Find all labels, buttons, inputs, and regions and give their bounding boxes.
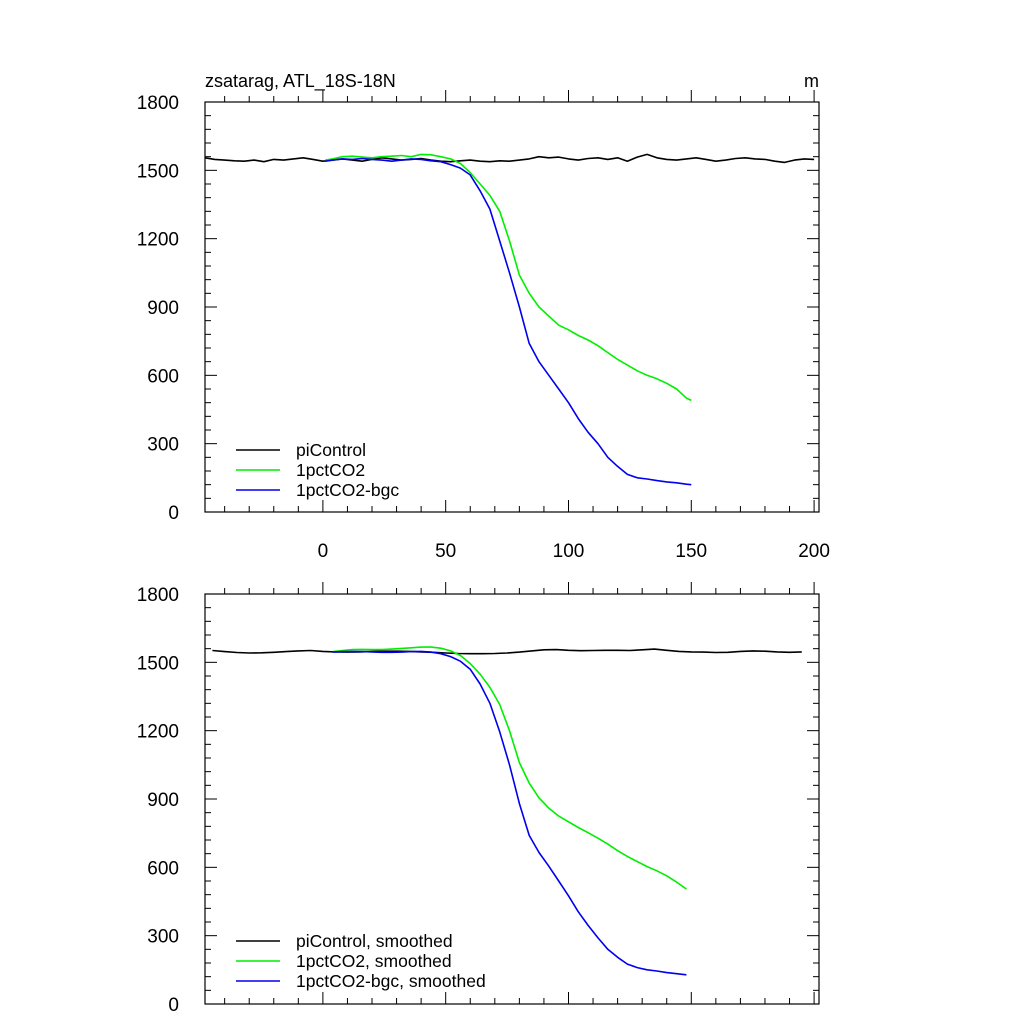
axis-ticks: 0 300 600 900 1200 1500 1800 0 50 100 150 200 (137, 90, 830, 562)
x-tick-label: 50 (435, 541, 456, 562)
series-line-2 (325, 157, 692, 486)
legend-label: 1pctCO2-bgc (296, 480, 399, 500)
legend-label: 1pctCO2, smoothed (296, 951, 452, 971)
series-line-2 (332, 650, 687, 976)
y-tick-label: 1500 (137, 161, 179, 182)
y-tick-label: 1200 (137, 230, 179, 251)
units-label: m (804, 71, 819, 91)
y-tick-label: 1500 (137, 653, 179, 674)
y-tick-label: 0 (168, 995, 179, 1016)
plot-lines (212, 646, 802, 976)
x-tick-label: 200 (798, 541, 830, 562)
legend-label: 1pctCO2 (296, 460, 365, 480)
plot-lines (204, 153, 815, 486)
y-tick-label: 600 (147, 858, 179, 879)
series-line-1 (325, 153, 692, 402)
y-tick-label: 1200 (137, 722, 179, 743)
y-tick-label: 900 (147, 790, 179, 811)
series-line-0 (212, 648, 802, 655)
axis-ticks: 0 300 600 900 1200 1500 1800 (137, 582, 819, 1016)
legend-label: piControl, smoothed (296, 931, 453, 951)
top-panel: zsatarag, ATL_18S-18N m 0 300 600 900 1200 15… (137, 71, 830, 562)
plot-frame (204, 593, 820, 1005)
x-tick-label: 150 (675, 541, 707, 562)
y-tick-label: 300 (147, 435, 179, 456)
plot-frame (204, 101, 820, 513)
y-tick-label: 300 (147, 927, 179, 948)
y-tick-label: 600 (147, 366, 179, 387)
legend-label: piControl (296, 440, 366, 460)
series-line-0 (204, 153, 815, 164)
bottom-panel: 0 300 600 900 1200 1500 1800 piControl, smooth… (137, 582, 820, 1016)
legend-label: 1pctCO2-bgc, smoothed (296, 971, 486, 991)
x-tick-label: 0 (318, 541, 329, 562)
chart-title: zsatarag, ATL_18S-18N (205, 71, 396, 92)
series-line-1 (332, 646, 687, 890)
x-tick-label: 100 (553, 541, 585, 562)
y-tick-label: 900 (147, 298, 179, 319)
y-tick-label: 1800 (137, 585, 179, 606)
y-tick-label: 1800 (137, 93, 179, 114)
y-tick-label: 0 (168, 503, 179, 524)
